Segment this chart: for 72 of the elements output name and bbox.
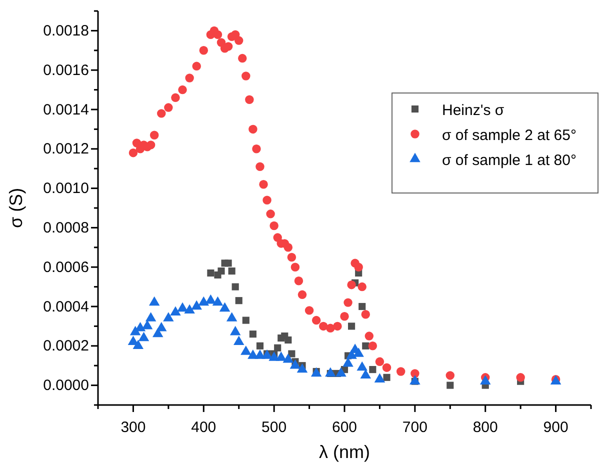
point bbox=[369, 366, 376, 374]
point bbox=[358, 302, 366, 310]
point bbox=[142, 320, 153, 330]
point bbox=[207, 269, 214, 277]
point bbox=[233, 336, 244, 346]
y-tick-label: 0.0006 bbox=[43, 258, 89, 276]
point bbox=[170, 306, 181, 316]
point bbox=[249, 330, 256, 338]
point bbox=[205, 294, 216, 304]
point bbox=[296, 363, 308, 373]
point bbox=[480, 375, 491, 384]
point bbox=[284, 336, 292, 344]
y-tick-label: 0.0014 bbox=[43, 101, 89, 118]
x-axis-title: λ (nm) bbox=[319, 442, 370, 462]
x-tick-label: 900 bbox=[543, 419, 568, 436]
point bbox=[288, 350, 296, 358]
x-tick-label: 500 bbox=[262, 419, 287, 436]
legend-label: σ of sample 1 at 80° bbox=[442, 152, 576, 169]
legend-label: σ of sample 2 at 65° bbox=[442, 127, 576, 144]
y-tick-label: 0.0004 bbox=[43, 298, 89, 316]
point bbox=[230, 326, 241, 336]
y-tick-label: 0.0016 bbox=[43, 62, 89, 79]
x-tick-label: 600 bbox=[332, 419, 358, 436]
point bbox=[219, 302, 230, 312]
y-tick-label: 0.0002 bbox=[43, 338, 89, 355]
legend-label: Heinz's σ bbox=[442, 102, 505, 119]
point bbox=[163, 312, 174, 322]
y-tick-label: 0.0000 bbox=[43, 377, 89, 394]
y-axis-title: σ (S) bbox=[6, 188, 26, 228]
point bbox=[342, 357, 354, 367]
point bbox=[290, 359, 301, 369]
point bbox=[226, 312, 238, 322]
point bbox=[177, 302, 188, 312]
y-tick-label: 0.0018 bbox=[43, 22, 89, 40]
y-tick-label: 0.0010 bbox=[43, 180, 89, 198]
point bbox=[374, 373, 386, 382]
point bbox=[353, 348, 364, 357]
point bbox=[198, 296, 210, 306]
x-tick-label: 700 bbox=[402, 419, 428, 436]
point bbox=[256, 342, 264, 350]
point bbox=[224, 260, 232, 267]
y-tick-label: 0.0012 bbox=[43, 140, 89, 158]
point bbox=[242, 316, 250, 324]
point bbox=[410, 375, 420, 384]
point bbox=[282, 353, 294, 363]
point bbox=[148, 296, 160, 306]
point bbox=[325, 367, 336, 377]
x-tick-label: 300 bbox=[120, 419, 146, 436]
point bbox=[228, 268, 236, 275]
point bbox=[356, 361, 368, 371]
y-tick-label: 0.0008 bbox=[43, 220, 89, 236]
point bbox=[348, 322, 356, 330]
point bbox=[360, 369, 371, 379]
point bbox=[218, 268, 225, 275]
point bbox=[362, 342, 370, 350]
point bbox=[274, 344, 282, 352]
point bbox=[138, 332, 150, 342]
point bbox=[145, 312, 156, 322]
point bbox=[446, 382, 454, 389]
point bbox=[235, 297, 242, 304]
point bbox=[132, 340, 144, 349]
point bbox=[276, 352, 286, 361]
point bbox=[336, 367, 346, 377]
point bbox=[240, 346, 252, 355]
point bbox=[383, 374, 390, 381]
point bbox=[191, 300, 202, 310]
x-tick-label: 800 bbox=[472, 419, 498, 436]
point bbox=[212, 296, 224, 306]
point bbox=[232, 283, 239, 290]
x-tick-label: 400 bbox=[191, 419, 216, 436]
point bbox=[184, 304, 195, 314]
point bbox=[156, 322, 167, 332]
